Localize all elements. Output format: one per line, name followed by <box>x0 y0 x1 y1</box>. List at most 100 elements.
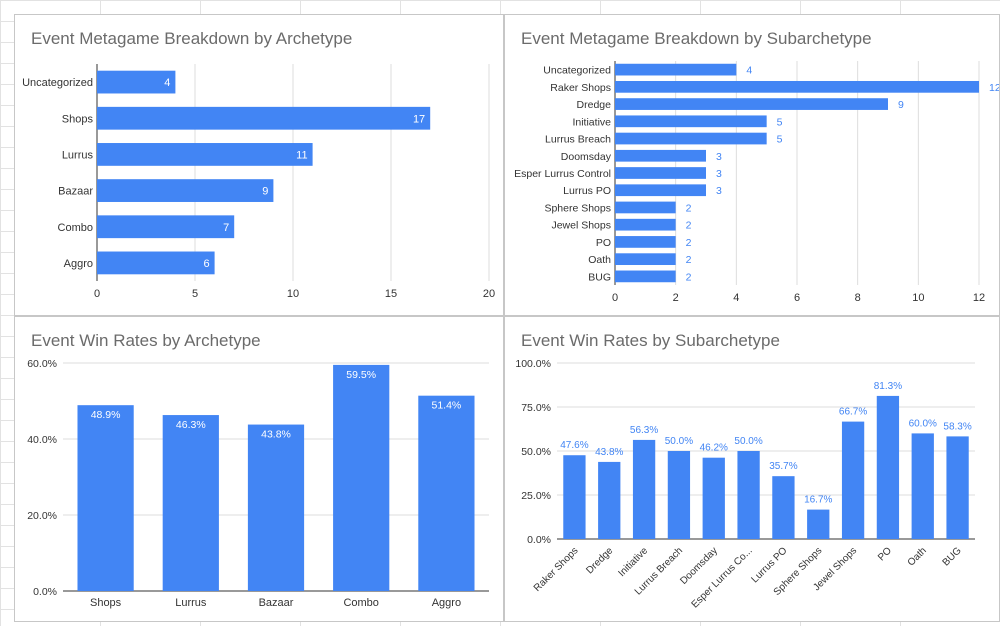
data-label: 6 <box>203 258 209 270</box>
data-label: 46.3% <box>176 419 206 431</box>
data-label: 17 <box>413 113 425 125</box>
category-label: BUG <box>588 271 611 283</box>
data-label: 47.6% <box>560 440 588 451</box>
category-label: Esper Lurrus Co... <box>690 545 755 610</box>
data-label: 2 <box>686 202 692 214</box>
bar <box>247 424 305 591</box>
data-label: 2 <box>686 220 692 232</box>
category-label: Sphere Shops <box>544 202 611 214</box>
data-label: 9 <box>898 99 904 111</box>
x-tick-label: 2 <box>673 292 679 304</box>
category-label: Doomsday <box>561 151 612 163</box>
bar <box>615 63 737 76</box>
chart-title: Event Win Rates by Subarchetype <box>521 331 780 350</box>
data-label: 81.3% <box>874 381 902 392</box>
data-label: 4 <box>746 65 752 77</box>
category-label: Bazaar <box>259 597 294 609</box>
bar <box>615 98 888 110</box>
bar <box>97 179 274 202</box>
category-label: Esper Lurrus Control <box>514 168 611 180</box>
data-label: 11 <box>296 149 307 161</box>
category-label: Uncategorized <box>543 65 611 77</box>
x-tick-label: 15 <box>385 288 397 300</box>
bar <box>737 451 760 539</box>
category-label: Uncategorized <box>22 77 93 89</box>
bar <box>615 115 767 128</box>
data-label: 2 <box>686 271 692 283</box>
category-label: Oath <box>588 254 611 266</box>
data-label: 60.0% <box>909 418 937 429</box>
category-label: Raker Shops <box>532 545 581 594</box>
bar <box>702 457 725 539</box>
bar <box>615 270 676 283</box>
category-label: Lurrus Breach <box>545 134 611 146</box>
bar <box>615 167 706 179</box>
data-label: 7 <box>223 222 229 234</box>
data-label: 51.4% <box>432 400 462 412</box>
chart-subarchetype-win-rates[interactable]: Event Win Rates by Subarchetype 0.0% 25.0… <box>504 316 1000 622</box>
data-label: 3 <box>716 151 722 163</box>
bar <box>772 476 795 539</box>
x-tick-label: 20 <box>483 288 495 300</box>
y-tick-label: 60.0% <box>27 358 57 370</box>
data-label: 5 <box>777 116 783 128</box>
data-label: 5 <box>777 134 783 146</box>
chart-subarchetype-breakdown[interactable]: Event Metagame Breakdown by Subarchetype… <box>504 14 1000 316</box>
data-label: 3 <box>716 185 722 197</box>
bar <box>563 455 586 539</box>
bar <box>911 433 934 539</box>
x-tick-label: 12 <box>973 292 985 304</box>
y-tick-label: 40.0% <box>27 434 57 446</box>
x-tick-label: 4 <box>733 292 739 304</box>
data-label: 66.7% <box>839 407 867 418</box>
chart-archetype-win-rates[interactable]: Event Win Rates by Archetype 0.0% 20.0% 40… <box>14 316 504 622</box>
chart-title: Event Win Rates by Archetype <box>31 331 261 350</box>
data-label: 12 <box>989 82 1000 94</box>
x-tick-label: 0 <box>612 292 618 304</box>
y-tick-label: 75.0% <box>521 402 551 414</box>
bar <box>615 132 767 145</box>
category-label: Bazaar <box>58 186 93 198</box>
y-tick-label: 0.0% <box>33 586 57 598</box>
data-label: 56.3% <box>630 425 658 436</box>
data-label: 43.8% <box>595 447 623 458</box>
x-tick-label: 8 <box>855 292 861 304</box>
category-label: Lurrus <box>175 597 207 609</box>
data-label: 9 <box>262 186 268 198</box>
bar <box>418 395 475 591</box>
chart-archetype-breakdown[interactable]: Event Metagame Breakdown by Archetype 0 5… <box>14 14 504 316</box>
category-label: Jewel Shops <box>551 220 611 232</box>
bar <box>615 184 706 197</box>
chart-plot: 0.0% 25.0% 50.0% 75.0% 100.0% 47.6% Raker Shop… <box>515 358 975 611</box>
category-label: Shops <box>62 113 94 125</box>
chart-plot: 0 2 4 6 8 10 12 Uncategorized 4 Raker Shops 12 Dred… <box>514 61 1000 304</box>
y-tick-label: 20.0% <box>27 510 57 522</box>
data-label: 48.9% <box>91 409 121 421</box>
data-label: 50.0% <box>665 436 693 447</box>
data-label: 2 <box>686 237 692 249</box>
bar <box>97 143 313 166</box>
bar <box>667 451 691 539</box>
category-label: Lurrus PO <box>563 185 611 197</box>
category-label: Dredge <box>584 545 615 576</box>
x-tick-label: 5 <box>192 288 198 300</box>
bar <box>615 218 676 231</box>
category-label: Oath <box>906 545 929 568</box>
chart-title: Event Metagame Breakdown by Subarchetype <box>521 29 872 48</box>
bar <box>162 415 219 591</box>
bar <box>615 149 706 162</box>
category-label: Initiative <box>616 545 650 579</box>
bar <box>615 80 979 93</box>
x-tick-label: 0 <box>94 288 100 300</box>
data-label: 50.0% <box>734 436 762 447</box>
category-label: Combo <box>343 597 378 609</box>
y-tick-label: 25.0% <box>521 490 551 502</box>
bar <box>97 215 235 239</box>
bar <box>946 436 969 539</box>
category-label: PO <box>876 545 894 563</box>
data-label: 46.2% <box>700 443 728 454</box>
category-label: Initiative <box>572 116 611 128</box>
chart-plot: 0 5 10 15 20 Uncategorized 4 Shops 17 Lurrus 11 Baz… <box>22 64 495 300</box>
category-label: Shops <box>90 597 122 609</box>
data-label: 59.5% <box>346 369 376 381</box>
